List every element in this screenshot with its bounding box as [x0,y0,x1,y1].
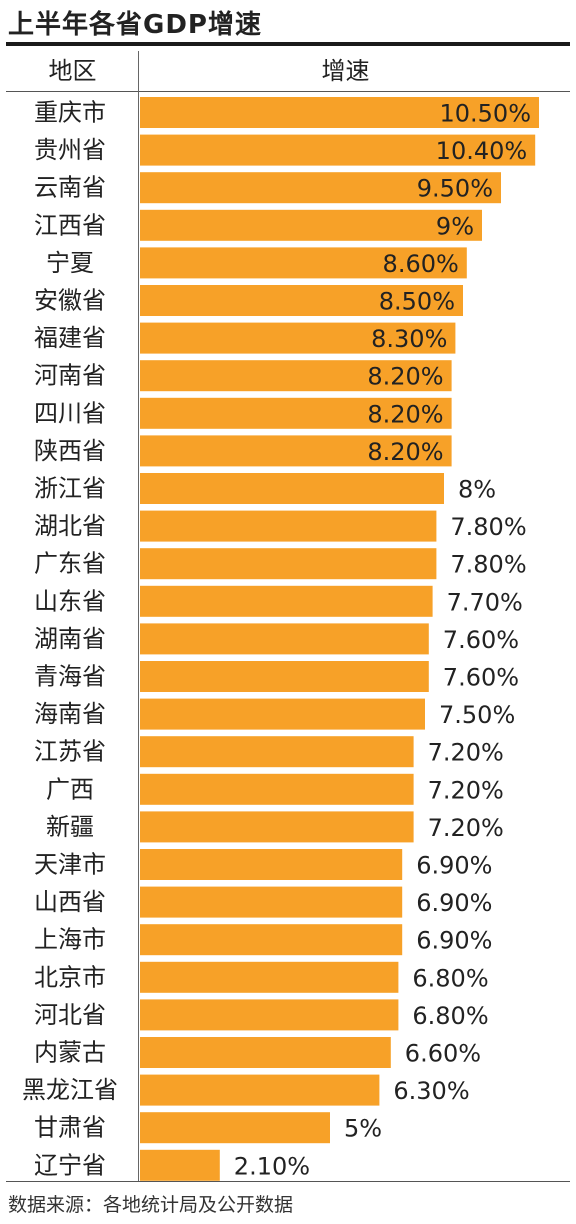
header-growth: 增速 [321,57,370,85]
bar [140,849,403,880]
value-label: 6.90% [416,889,492,917]
bar [140,661,429,692]
category-label: 宁夏 [46,249,94,277]
category-label: 天津市 [34,851,106,879]
header-rule [6,91,570,92]
bar [140,322,456,354]
category-label: 湖北省 [34,512,106,540]
bar [140,473,444,504]
bar [140,961,399,993]
category-label: 海南省 [34,700,106,728]
category-label: 山西省 [34,888,106,916]
value-label: 7.50% [439,701,515,729]
value-label: 8.60% [383,250,459,278]
value-label: 8% [458,476,496,504]
category-label: 河南省 [34,362,106,390]
table-header: 地区 增速 [6,51,570,91]
category-label: 江苏省 [34,738,106,766]
category-label: 辽宁省 [34,1151,106,1179]
value-label: 9.50% [417,175,493,203]
category-label: 陕西省 [34,437,106,465]
category-label: 福建省 [34,324,106,352]
value-label: 8.30% [371,325,447,353]
bar [140,134,536,166]
value-label: 6.90% [416,927,492,955]
bar [140,172,501,204]
value-label: 7.80% [450,551,526,579]
header-region: 地区 [48,57,97,85]
category-label: 云南省 [34,174,106,202]
category-label: 甘肃省 [34,1114,106,1142]
value-label: 8.20% [367,400,443,428]
chart-title: 上半年各省GDP增速 [8,10,262,40]
value-label: 10.50% [439,100,531,128]
value-label: 7.20% [428,814,504,842]
bar [140,1149,220,1181]
category-label: 山东省 [34,587,106,615]
bar [140,510,437,542]
value-label: 6.80% [412,964,488,992]
category-label: 湖南省 [34,625,106,653]
category-label: 上海市 [34,926,106,954]
column-divider [138,51,139,1181]
bar [140,924,403,956]
bar [140,397,452,429]
value-label: 7.60% [443,664,519,692]
category-label: 贵州省 [34,136,106,164]
value-label: 8.20% [367,438,443,466]
category-label: 广西 [46,775,94,803]
title-rule [6,42,570,46]
bar [140,209,482,241]
value-label: 7.20% [428,739,504,767]
value-label: 8.20% [367,363,443,391]
bar [140,360,452,392]
bar [140,623,429,655]
category-label: 浙江省 [34,475,106,503]
value-label: 7.70% [447,588,523,616]
value-label: 6.30% [393,1077,469,1105]
value-label: 7.60% [443,626,519,654]
bar [140,1074,380,1106]
bar [140,1112,330,1144]
category-label: 四川省 [34,399,106,427]
category-label: 北京市 [34,963,106,991]
value-label: 6.60% [405,1040,481,1068]
category-label: 安徽省 [34,287,106,315]
bar [140,886,403,918]
bar [140,698,425,730]
category-label: 重庆市 [34,99,106,127]
category-label: 广东省 [34,550,106,578]
category-label: 青海省 [34,663,106,691]
bar [140,285,463,316]
category-label: 江西省 [34,211,106,239]
value-label: 2.10% [234,1152,310,1180]
bar [140,548,437,580]
bar [140,1037,391,1068]
value-label: 6.80% [412,1002,488,1030]
value-label: 5% [344,1115,382,1143]
bar [140,97,539,128]
category-label: 黑龙江省 [22,1076,118,1104]
category-label: 新疆 [46,813,94,841]
bar [140,585,433,617]
bar [140,999,399,1031]
bar [140,811,414,843]
bottom-rule [6,1181,570,1182]
bar [140,773,414,805]
value-label: 7.80% [450,513,526,541]
value-label: 8.50% [379,288,455,316]
source-note: 数据来源：各地统计局及公开数据 [8,1194,294,1216]
value-label: 9% [436,212,474,240]
bar [140,435,452,467]
bar [140,736,414,768]
value-label: 7.20% [428,776,504,804]
value-label: 6.90% [416,852,492,880]
category-label: 河北省 [34,1001,106,1029]
bar [140,247,467,279]
category-label: 内蒙古 [34,1039,106,1067]
value-label: 10.40% [436,137,528,165]
